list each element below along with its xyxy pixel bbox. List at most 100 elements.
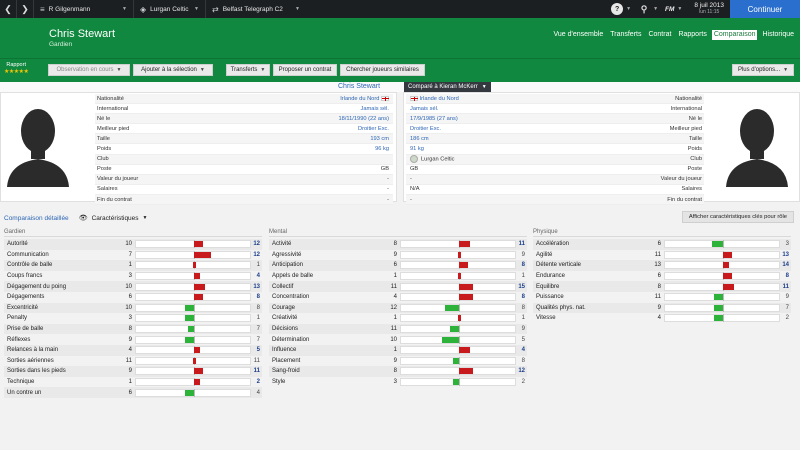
info-row-right: N/A Salaires (406, 185, 704, 195)
chevron-down-icon[interactable]: ▼ (142, 215, 148, 221)
comparison-bar (400, 240, 516, 249)
attribute-row: Décisions 11 9 (269, 323, 527, 335)
attribute-value-right: 9 (785, 294, 789, 301)
info-value: Droitier Exc. (410, 125, 441, 132)
tab-transfers[interactable]: Transferts (610, 31, 642, 38)
compare-label: Comparé à Kieran McKerr (408, 84, 478, 90)
forward-icon[interactable]: ❯ (17, 0, 34, 18)
add-selection-button[interactable]: Ajouter à la sélection ▼ (133, 64, 213, 76)
search-similar-button[interactable]: Chercher joueurs similaires (340, 64, 425, 76)
offer-contract-button[interactable]: Proposer un contrat (273, 64, 337, 76)
tab-comparison[interactable]: Comparaison (711, 30, 758, 40)
transfers-button[interactable]: Transferts ▼ (226, 64, 270, 76)
difference-bar (194, 241, 203, 248)
attribute-row: Style 3 2 (269, 377, 527, 388)
attribute-row: Communication 7 12 (4, 250, 262, 261)
tab-history[interactable]: Historique (762, 31, 794, 38)
chevron-down-icon: ▼ (260, 67, 266, 73)
info-value[interactable]: Lurgan Celtic (410, 155, 455, 164)
bar-center-line (459, 303, 460, 312)
difference-bar (458, 273, 461, 280)
info-label: Poids (97, 146, 112, 152)
chevron-down-icon[interactable]: ▼ (653, 6, 659, 12)
bar-center-line (459, 356, 460, 365)
difference-bar (723, 262, 729, 269)
attribute-row: Sorties dans les pieds 9 11 (4, 366, 262, 377)
comparison-bar (400, 250, 516, 259)
time-text: lun 11:15 (699, 9, 720, 15)
continue-button[interactable]: Continuer (730, 0, 800, 18)
nationality-text: Irlande du Nord (418, 95, 459, 102)
attribute-row: Prise de balle 8 7 (4, 323, 262, 335)
attribute-value-right: 14 (782, 262, 789, 269)
comparison-bar (664, 314, 780, 323)
attribute-value-left: 4 (657, 315, 661, 322)
info-value[interactable]: Irlande du Nord (410, 95, 459, 102)
info-label: Né le (688, 115, 702, 122)
tab-contract[interactable]: Contrat (648, 31, 672, 38)
comparison-bar (400, 378, 516, 387)
difference-bar (459, 294, 474, 301)
info-value: Droitier Exc. (358, 125, 389, 132)
attribute-row: Appels de balle 1 1 (269, 271, 527, 282)
info-row-left: International Jamais sél. (95, 104, 393, 115)
attribute-name: Créativité (272, 315, 298, 322)
info-value: GB (380, 166, 389, 173)
fm-menu[interactable]: FM (665, 5, 675, 13)
help-icon[interactable]: ? (611, 3, 624, 15)
bar-center-line (194, 388, 195, 397)
attribute-row: Un contre un 6 4 (4, 387, 262, 398)
detailed-comparison: Comparaison détaillée 👁 Caractéristiques… (0, 208, 800, 450)
attribute-name: Qualités phys. nat. (536, 304, 586, 311)
more-options-button[interactable]: Plus d'options... ▼ (732, 64, 794, 76)
bar-center-line (459, 325, 460, 334)
info-row-left: Poids 96 kg (95, 145, 393, 155)
back-icon[interactable]: ❮ (0, 0, 17, 18)
attributes-select[interactable]: Caractéristiques (91, 214, 139, 222)
chevron-down-icon[interactable]: ▼ (677, 6, 683, 12)
info-value: Jamais sél. (360, 105, 389, 112)
difference-bar (723, 251, 732, 258)
group-title-mental: Mental (269, 229, 527, 237)
attribute-row: Sang-froid 8 12 (269, 366, 527, 377)
manager-menu[interactable]: ≡ R Gilgenmann ▼ (34, 0, 134, 18)
tab-overview[interactable]: Vue d'ensemble (553, 31, 604, 38)
info-value[interactable]: Irlande du Nord (340, 95, 389, 102)
difference-bar (194, 273, 200, 280)
player-header: Chris Stewart Gardien Vue d'ensemble Tra… (0, 18, 800, 58)
info-row-right: Lurgan Celtic Club (406, 154, 704, 165)
attribute-value-right: 8 (521, 304, 525, 311)
info-label: Poids (687, 146, 702, 152)
attribute-name: Contrôle de balle (7, 262, 53, 269)
difference-bar (442, 336, 459, 343)
competition-menu[interactable]: ⇄ Belfast Telegraph C2 ▼ (206, 0, 306, 18)
compare-player-dropdown[interactable]: Comparé à Kieran McKerr ▼ (404, 82, 491, 92)
watch-button[interactable]: Observation en cours ▼ (48, 64, 130, 76)
watch-label: Observation en cours (56, 67, 114, 73)
attribute-value-right: 4 (256, 273, 260, 280)
attribute-value-left: 6 (657, 273, 661, 280)
key-attributes-button[interactable]: Afficher caractéristiques clés pour rôle (681, 211, 794, 223)
info-value: Jamais sél. (410, 105, 439, 112)
attribute-name: Prise de balle (7, 326, 44, 333)
attribute-row: Concentration 4 8 (269, 292, 527, 303)
search-icon[interactable]: ⚲ (640, 3, 648, 14)
info-row-right: 91 kg Poids (406, 145, 704, 155)
attribute-row: Courage 12 8 (269, 302, 527, 314)
attribute-value-right: 9 (521, 326, 525, 333)
difference-bar (723, 283, 735, 290)
attribute-value-left: 8 (393, 368, 397, 375)
difference-bar (194, 379, 200, 386)
club-menu[interactable]: ◈ Lurgan Celtic ▼ (134, 0, 206, 18)
attribute-row: Influence 1 4 (269, 345, 527, 356)
detailed-comparison-link[interactable]: Comparaison détaillée (4, 214, 69, 222)
attribute-value-right: 8 (521, 357, 525, 364)
flag-icon (410, 95, 418, 101)
chevron-down-icon[interactable]: ▼ (626, 6, 632, 12)
star-rating-icon: ★★★★★ (4, 69, 29, 75)
competition-name: Belfast Telegraph C2 (222, 5, 283, 13)
attribute-name: Vitesse (536, 315, 556, 322)
bar-center-line (194, 325, 195, 334)
attribute-row: Collectif 11 15 (269, 281, 527, 292)
tab-reports[interactable]: Rapports (678, 31, 707, 38)
